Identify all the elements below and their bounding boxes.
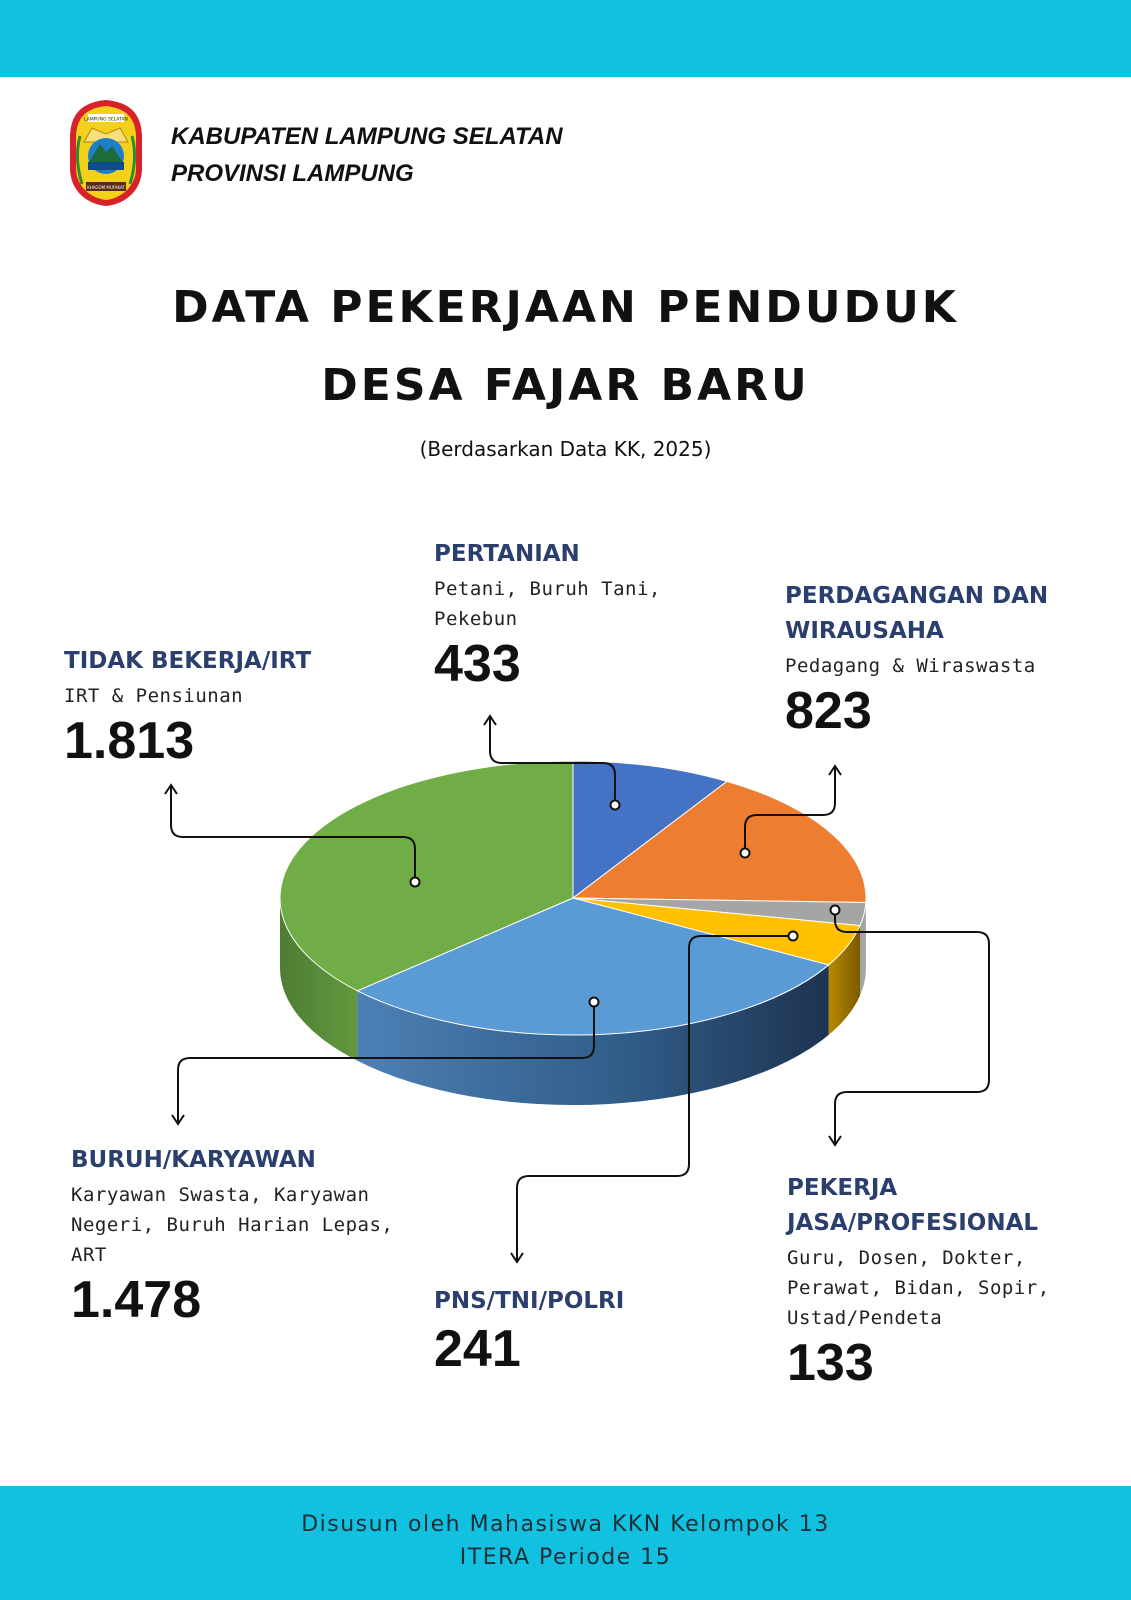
label-buruh: BURUH/KARYAWAN Karyawan Swasta, Karyawan… <box>71 1143 393 1330</box>
desc-tidak-bekerja-1: IRT & Pensiunan <box>64 685 244 707</box>
connector-pns <box>516 935 793 1262</box>
label-tidak-bekerja: TIDAK BEKERJA/IRT IRT & Pensiunan 1.813 <box>64 644 311 771</box>
value-buruh: 1.478 <box>71 1271 202 1329</box>
connector-buruh-dot <box>588 996 600 1008</box>
connector-tidak-bekerja <box>170 785 416 882</box>
bottom-band <box>0 1486 1131 1600</box>
category-tidak-bekerja: TIDAK BEKERJA/IRT <box>64 648 312 674</box>
slice-tidak-bekerja <box>279 760 574 992</box>
slice-jasa-side <box>860 902 866 996</box>
connector-tidak-bekerja-dot <box>409 876 421 888</box>
footer: Disusun oleh Mahasiswa KKN Kelompok 13 I… <box>0 1508 1131 1574</box>
page-title-line-1: DATA PEKERJAAN PENDUDUK <box>172 282 959 333</box>
desc-pertanian-2: Pekebun <box>434 608 518 630</box>
lampung-selatan-emblem-logo: LAMPUNG SELATAN KHAGOM MUFAKAT <box>70 100 142 206</box>
category-pns: PNS/TNI/POLRI <box>434 1288 625 1314</box>
value-pertanian: 433 <box>434 635 521 693</box>
value-tidak-bekerja: 1.813 <box>64 712 195 770</box>
desc-buruh-3: ART <box>71 1244 107 1266</box>
label-jasa: PEKERJA JASA/PROFESIONAL Guru, Dosen, Do… <box>787 1171 1050 1393</box>
desc-pertanian-1: Petani, Buruh Tani, <box>434 578 661 600</box>
label-pertanian: PERTANIAN Petani, Buruh Tani, Pekebun 43… <box>434 537 661 694</box>
label-perdagangan: PERDAGANGAN DAN WIRAUSAHA Pedagang & Wir… <box>785 579 1048 741</box>
connector-tidak-bekerja-arrowhead <box>164 783 178 795</box>
connector-pertanian <box>489 716 616 805</box>
category-jasa-2: JASA/PROFESIONAL <box>787 1210 1039 1236</box>
footer-line-2: ITERA Periode 15 <box>459 1545 672 1570</box>
desc-jasa-3: Ustad/Pendeta <box>787 1307 943 1329</box>
organization-name: KABUPATEN LAMPUNG SELATAN PROVINSI LAMPU… <box>171 118 563 192</box>
desc-perdagangan-1: Pedagang & Wiraswasta <box>785 655 1036 677</box>
label-pns: PNS/TNI/POLRI 241 <box>434 1284 624 1379</box>
page-subtitle: (Berdasarkan Data KK, 2025) <box>419 437 712 461</box>
value-pns: 241 <box>434 1320 521 1378</box>
connector-pns-arrowhead <box>510 1252 524 1264</box>
connector-jasa-dot <box>829 904 841 916</box>
connector-jasa <box>834 910 990 1145</box>
connector-pertanian-dot <box>609 799 621 811</box>
category-pertanian: PERTANIAN <box>434 541 580 567</box>
connector-pertanian-arrowhead <box>483 714 497 726</box>
connector-perdagangan-arrowhead <box>828 764 842 776</box>
connector-buruh-arrowhead <box>171 1114 185 1126</box>
category-perdagangan-2: WIRAUSAHA <box>785 618 944 644</box>
slice-pertanian <box>572 760 728 900</box>
org-line-2: PROVINSI LAMPUNG <box>171 160 414 187</box>
value-perdagangan: 823 <box>785 682 872 740</box>
slice-tidak-bekerja-side <box>280 898 358 1061</box>
connector-jasa-arrowhead <box>828 1135 842 1147</box>
slice-pns-side <box>828 925 861 1035</box>
slice-buruh <box>356 897 830 1036</box>
category-perdagangan-1: PERDAGANGAN DAN <box>785 583 1049 609</box>
value-jasa: 133 <box>787 1334 874 1392</box>
connector-pns-dot <box>787 930 799 942</box>
category-jasa-1: PEKERJA <box>787 1175 898 1201</box>
connector-buruh <box>177 1002 595 1124</box>
category-buruh: BURUH/KARYAWAN <box>71 1147 316 1173</box>
footer-line-1: Disusun oleh Mahasiswa KKN Kelompok 13 <box>301 1512 830 1537</box>
page-title-line-2: DESA FAJAR BARU <box>321 360 810 411</box>
connector-perdagangan <box>744 766 836 853</box>
desc-buruh-1: Karyawan Swasta, Karyawan <box>71 1184 370 1206</box>
logo-text-top: LAMPUNG SELATAN <box>84 117 128 123</box>
desc-jasa-2: Perawat, Bidan, Sopir, <box>787 1277 1050 1299</box>
slice-perdagangan <box>571 780 867 904</box>
logo-text-bottom: KHAGOM MUFAKAT <box>87 185 125 190</box>
desc-buruh-2: Negeri, Buruh Harian Lepas, <box>71 1214 394 1236</box>
connector-perdagangan-dot <box>739 847 751 859</box>
top-band <box>0 0 1131 77</box>
desc-jasa-1: Guru, Dosen, Dokter, <box>787 1247 1026 1269</box>
org-line-1: KABUPATEN LAMPUNG SELATAN <box>171 123 563 150</box>
